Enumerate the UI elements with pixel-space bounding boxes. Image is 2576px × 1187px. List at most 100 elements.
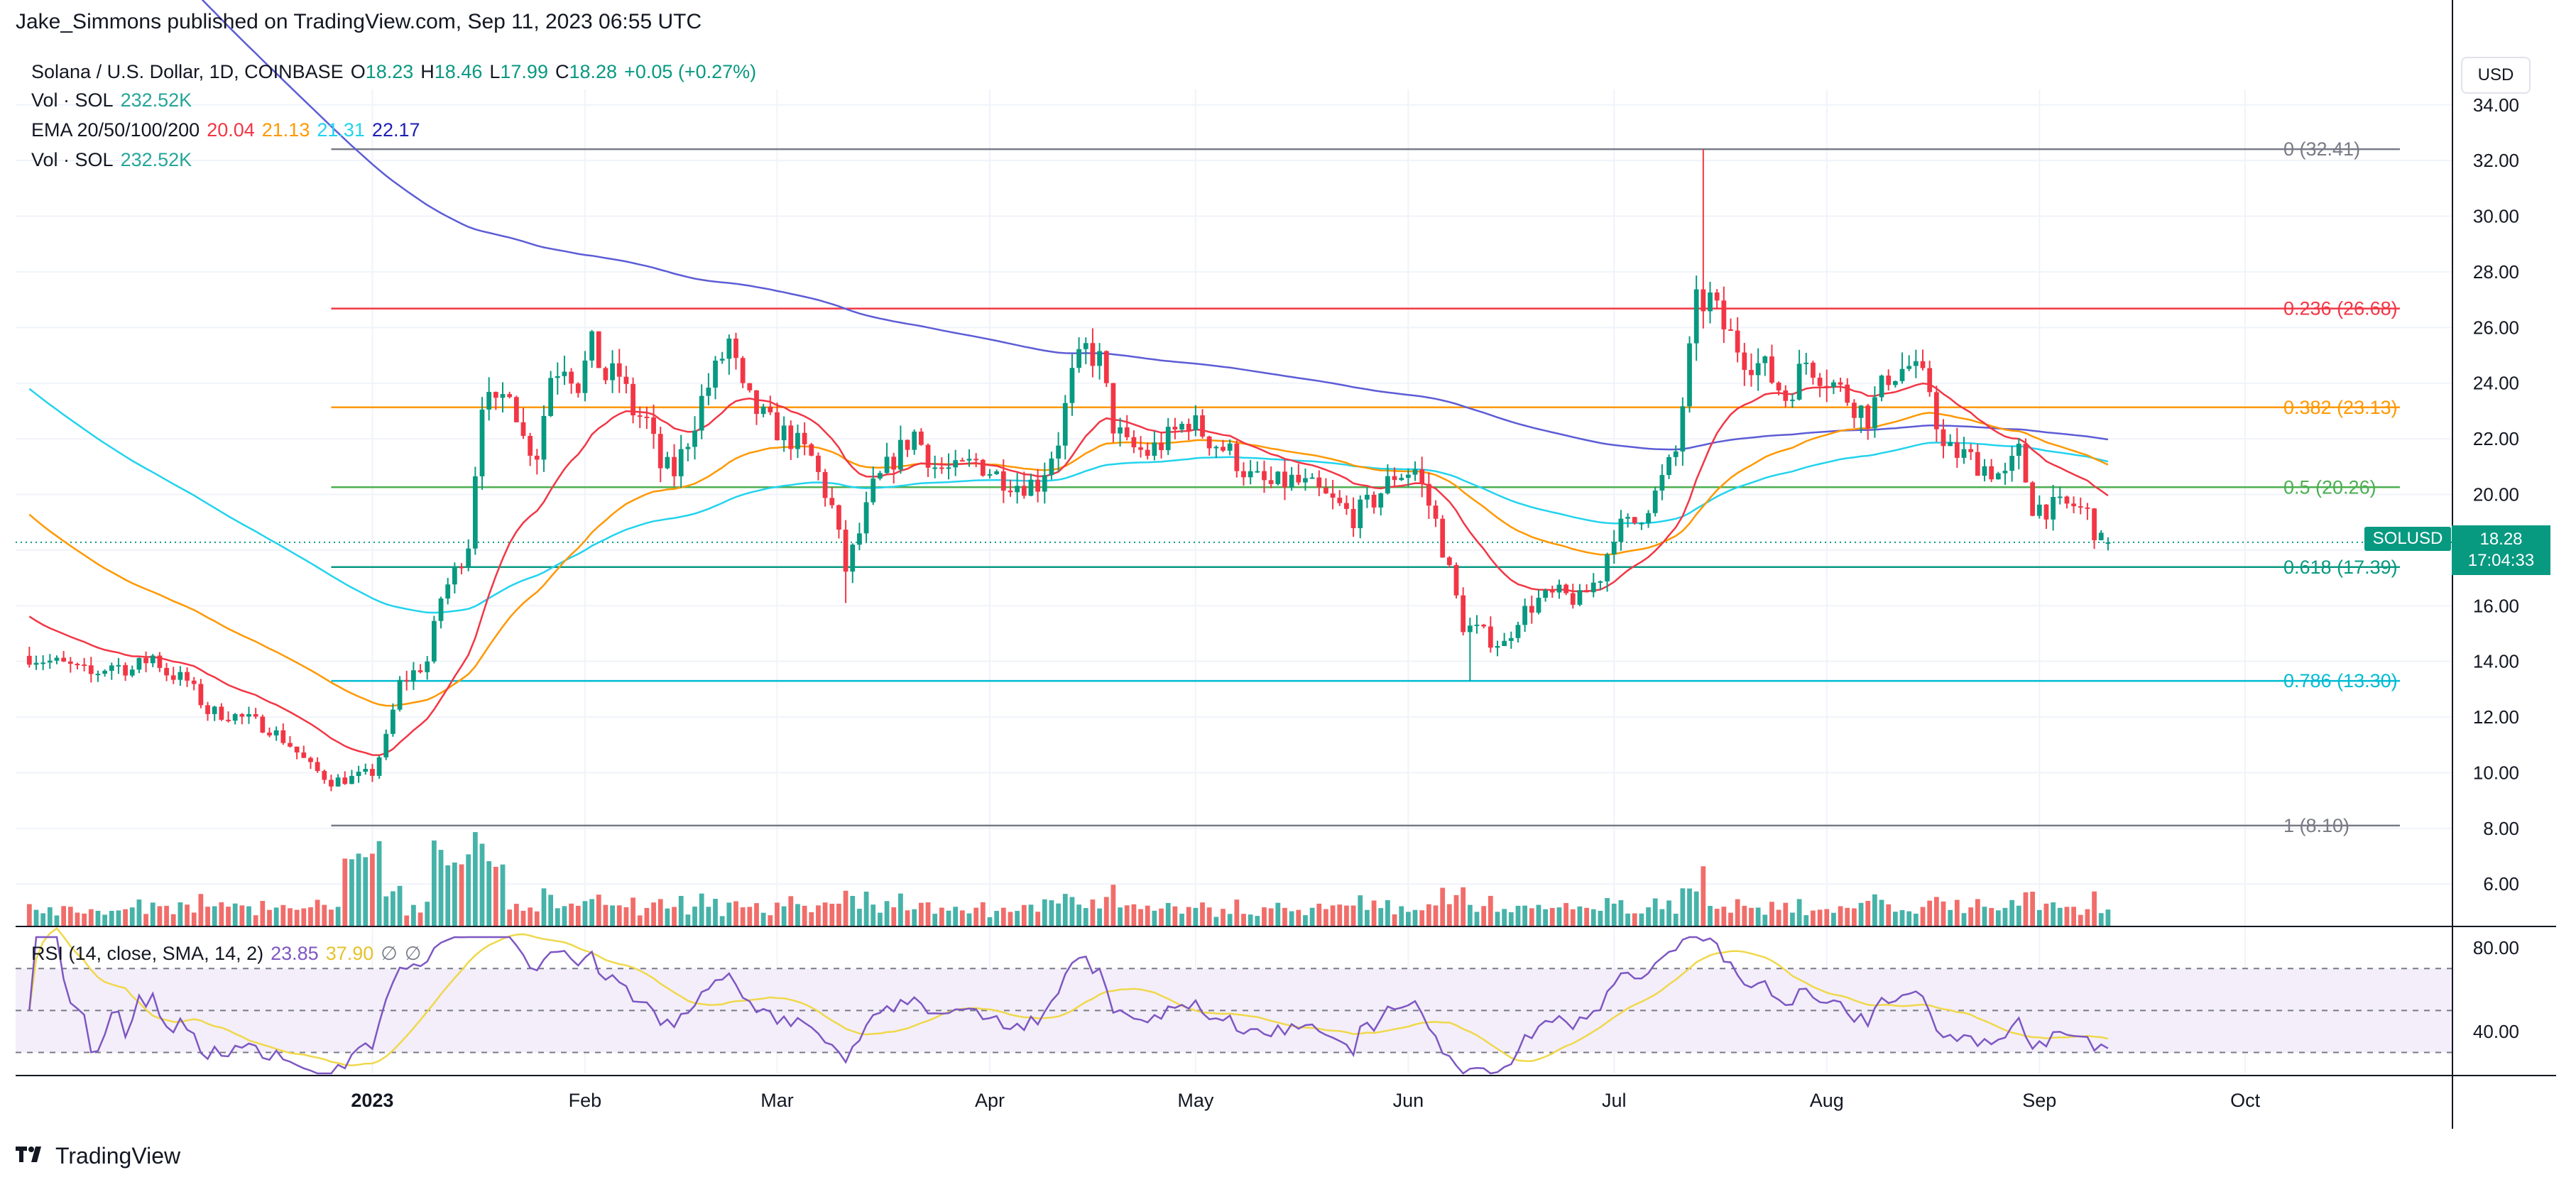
volume-bar: [863, 891, 869, 926]
volume-label-2[interactable]: Vol · SOL: [31, 149, 114, 170]
volume-bar: [376, 841, 382, 926]
volume-bar: [994, 911, 1000, 926]
volume-bar: [781, 906, 787, 926]
candle-body: [1028, 479, 1034, 496]
candle-body: [623, 376, 629, 384]
candle-body: [170, 675, 176, 680]
high-value: 18.46: [434, 61, 483, 82]
volume-bar: [1124, 905, 1130, 926]
candle-body: [1989, 466, 1994, 480]
symbol-label[interactable]: Solana / U.S. Dollar, 1D, COINBASE: [31, 61, 344, 82]
rsi-label[interactable]: RSI (14, close, SMA, 14, 2): [31, 943, 264, 964]
rsi-hidden-icon-2[interactable]: ∅: [404, 943, 422, 964]
candle-body: [342, 777, 348, 784]
volume-bar: [1563, 902, 1568, 926]
candle-body: [1433, 505, 1439, 519]
candle-body: [1124, 427, 1130, 437]
candle-body: [699, 395, 704, 431]
volume-bar: [61, 906, 67, 926]
candle-body: [431, 620, 437, 662]
candle-body: [1879, 376, 1884, 398]
candle-body: [1605, 554, 1610, 581]
currency-button[interactable]: USD: [2461, 57, 2531, 94]
ema50-line: [28, 412, 2109, 707]
fib-level-label: 0.786 (13.30): [2283, 670, 2398, 691]
volume-bar: [562, 906, 567, 926]
candle-body: [959, 460, 965, 462]
volume-bar: [226, 907, 231, 926]
volume-bar: [582, 901, 588, 926]
candle-body: [1337, 498, 1343, 503]
volume-bar: [1590, 909, 1596, 926]
rsi-hidden-icon[interactable]: ∅: [381, 943, 398, 964]
candle-body: [953, 460, 959, 468]
volume-bar: [301, 908, 307, 926]
volume-bar: [1296, 909, 1301, 926]
candle-body: [610, 363, 615, 381]
volume-bar: [1474, 912, 1480, 926]
candle-body: [459, 567, 464, 569]
ema200-line: [201, 0, 2109, 451]
tradingview-logo[interactable]: TradingView: [16, 1143, 180, 1169]
candle-body: [301, 752, 307, 758]
candle-body: [2030, 482, 2036, 516]
candle-body: [1783, 390, 1789, 401]
volume-bar: [1165, 902, 1171, 926]
low-label: L: [489, 61, 501, 82]
volume-bar: [431, 840, 437, 926]
volume-bar: [775, 902, 780, 926]
candle-body: [260, 716, 266, 733]
candle-body: [417, 670, 423, 672]
candle-body: [1015, 486, 1020, 493]
volume-bar: [335, 907, 341, 926]
volume-bar: [932, 914, 938, 926]
volume-bar: [1172, 906, 1178, 926]
volume-bar: [308, 907, 313, 926]
candle-body: [1701, 289, 1706, 312]
candle-body: [1590, 582, 1596, 593]
candle-body: [1886, 376, 1892, 385]
candle-body: [1289, 474, 1294, 488]
volume-bar: [280, 904, 286, 926]
ema20-value: 20.04: [207, 119, 255, 141]
candle-body: [1714, 292, 1720, 301]
x-tick-label: Apr: [975, 1090, 1005, 1111]
volume-bar: [548, 895, 554, 926]
candle-body: [775, 412, 780, 441]
publisher-line: Jake_Simmons published on TradingView.co…: [16, 10, 702, 33]
volume-bar: [1344, 905, 1349, 926]
volume-bar: [109, 911, 114, 926]
volume-bar: [239, 905, 245, 926]
candle-body: [1845, 384, 1850, 403]
candle-body: [1652, 491, 1658, 513]
candle-body: [1021, 486, 1027, 496]
volume-bar: [871, 904, 876, 926]
volume-bar: [918, 902, 924, 926]
candle-body: [884, 456, 890, 474]
volume-label[interactable]: Vol · SOL: [31, 89, 114, 111]
volume-bar: [1858, 902, 1864, 926]
candle-body: [719, 359, 725, 361]
x-tick-label: Sep: [2022, 1090, 2056, 1111]
candle-body: [1056, 445, 1061, 459]
volume-bar: [33, 909, 39, 926]
candle-body: [95, 674, 101, 676]
candle-body: [637, 415, 643, 417]
candle-body: [562, 371, 567, 376]
candle-body: [1138, 447, 1143, 450]
candle-body: [946, 467, 951, 469]
volume-bar: [205, 907, 210, 926]
candle-body: [294, 746, 300, 753]
candle-body: [1817, 378, 1823, 386]
candle-body: [205, 705, 210, 714]
candle-body: [1042, 475, 1047, 492]
candle-body: [1495, 646, 1500, 648]
volume-bar: [1241, 914, 1246, 926]
ema-label[interactable]: EMA 20/50/100/200: [31, 119, 200, 141]
volume-bar: [1714, 909, 1720, 926]
volume-bar: [795, 904, 800, 926]
candle-body: [507, 394, 513, 398]
candle-body: [253, 713, 258, 717]
candle-body: [582, 360, 588, 393]
